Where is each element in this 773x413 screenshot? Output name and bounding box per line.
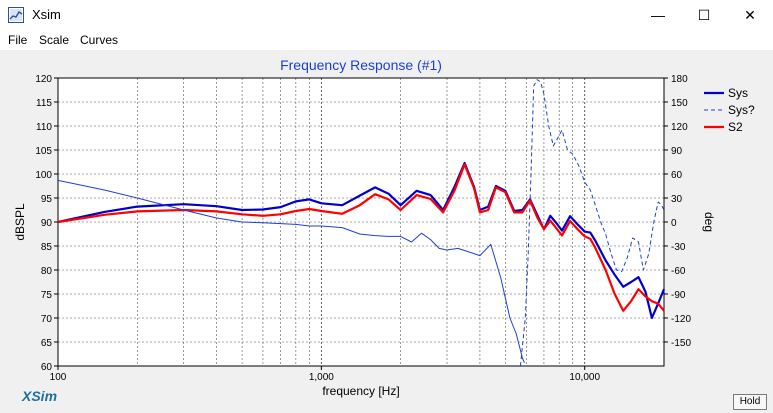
y2-tick-label: -150	[671, 338, 691, 349]
legend-label: Sys	[728, 86, 748, 100]
y2-tick-label: -90	[671, 290, 686, 301]
close-icon: ✕	[744, 6, 756, 23]
plot-background	[58, 78, 664, 366]
y2-axis-label: deg	[702, 212, 716, 232]
menu-curves[interactable]: Curves	[80, 33, 119, 47]
x-tick-label: 1,000	[309, 372, 334, 383]
legend-label: S2	[728, 120, 743, 134]
x-tick-label: 100	[50, 372, 67, 383]
y-tick-label: 85	[41, 242, 53, 253]
y2-tick-label: 180	[671, 74, 688, 85]
y2-tick-label: -60	[671, 266, 686, 277]
minimize-icon: —	[651, 7, 665, 23]
series-s2-line	[57, 163, 665, 312]
menu-scale[interactable]: Scale	[39, 33, 70, 47]
title-bar: Xsim — ☐ ✕	[0, 0, 773, 30]
y2-tick-label: 30	[671, 194, 683, 205]
y-tick-label: 80	[41, 266, 53, 277]
frequency-response-chart: 60 65 70 75 80 85 90 95 100 105 110 115 120 -150 -120 -…	[13, 57, 755, 398]
y-tick-label: 100	[35, 170, 52, 181]
hold-button[interactable]: Hold	[733, 394, 767, 410]
maximize-icon: ☐	[697, 6, 711, 23]
chart-title: Frequency Response (#1)	[280, 57, 442, 73]
xsim-logo: XSim	[22, 388, 58, 404]
y-tick-label: 70	[41, 314, 53, 325]
y2-tick-label: 0	[671, 218, 677, 229]
minimize-button[interactable]: —	[635, 0, 681, 30]
app-icon	[8, 7, 24, 23]
y2-tick-label: -120	[671, 314, 691, 325]
y2-tick-label: 150	[671, 98, 688, 109]
y-axis-label: dBSPL	[13, 203, 27, 241]
x-tick-label: 10,000	[569, 372, 600, 383]
legend-label: Sys?	[728, 103, 755, 117]
y-tick-label: 105	[35, 146, 52, 157]
series-sys-phase-line	[519, 79, 665, 367]
maximize-button[interactable]: ☐	[681, 0, 727, 30]
y2-tick-label: -30	[671, 242, 686, 253]
window-title: Xsim	[32, 7, 61, 22]
y-tick-label: 115	[36, 98, 52, 109]
close-button[interactable]: ✕	[727, 0, 773, 30]
x-axis-label: frequency [Hz]	[322, 384, 399, 398]
y-tick-label: 90	[41, 218, 53, 229]
menu-bar: File Scale Curves	[0, 30, 773, 50]
menu-file[interactable]: File	[8, 33, 28, 47]
y-tick-label: 60	[41, 362, 53, 373]
y2-tick-label: 60	[671, 170, 683, 181]
chart-area: 60 65 70 75 80 85 90 95 100 105 110 115 120 -150 -120 -…	[0, 50, 773, 413]
y-tick-label: 75	[41, 290, 53, 301]
y-tick-label: 120	[35, 74, 52, 85]
y-tick-label: 95	[41, 194, 53, 205]
y-tick-label: 65	[41, 338, 53, 349]
y-tick-label: 110	[36, 122, 52, 133]
y2-tick-label: 90	[671, 146, 683, 157]
series-phase-line	[57, 179, 525, 363]
y2-tick-label: 120	[671, 122, 688, 133]
